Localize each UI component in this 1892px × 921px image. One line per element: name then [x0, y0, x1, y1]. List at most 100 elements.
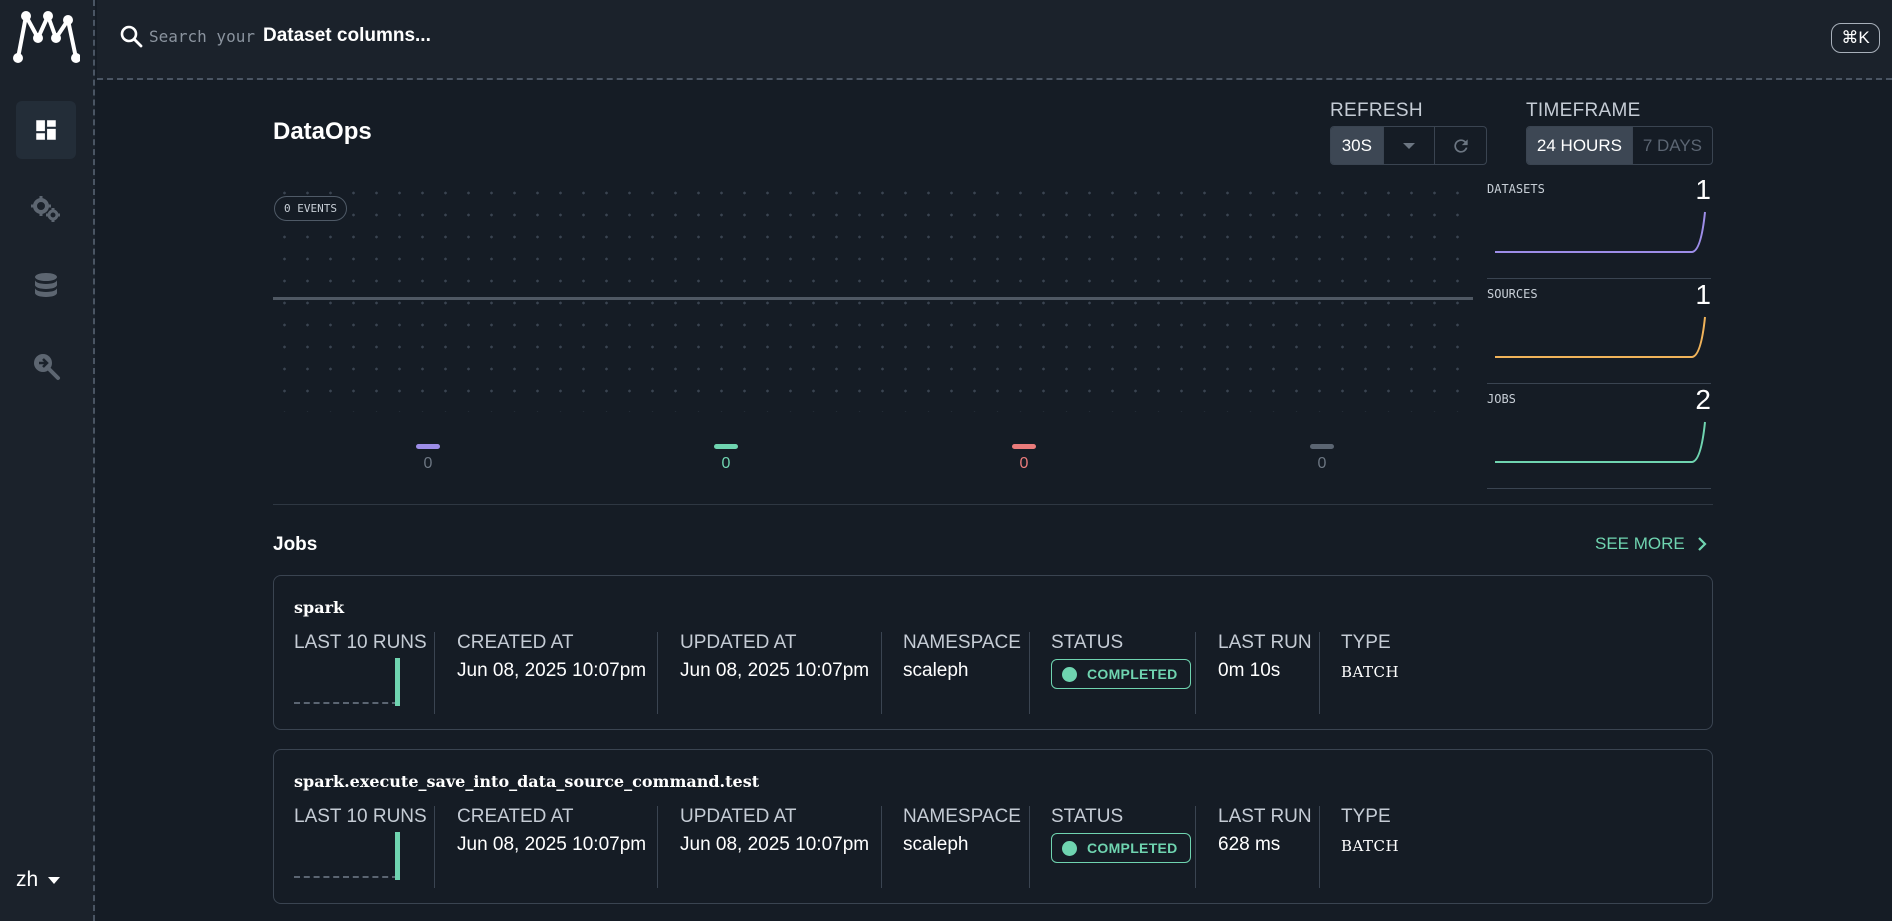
column-separator	[657, 806, 658, 888]
legend-swatch	[1310, 444, 1334, 449]
search-arrow-icon	[34, 354, 60, 380]
col-label: UPDATED AT	[680, 806, 797, 827]
column-separator	[881, 806, 882, 888]
language-selector[interactable]: zh	[16, 868, 61, 892]
see-more-label: SEE MORE	[1595, 534, 1685, 553]
stat-jobs[interactable]: JOBS 2	[1487, 384, 1711, 489]
timeframe-7-days[interactable]: 7 DAYS	[1631, 127, 1712, 164]
job-name[interactable]: spark.execute_save_into_data_source_comm…	[294, 772, 760, 791]
col-value: Jun 08, 2025 10:07pm	[457, 834, 647, 855]
status-text: COMPLETED	[1087, 840, 1178, 856]
job-namespace: NAMESPACE scaleph	[903, 632, 1021, 714]
col-value: scaleph	[903, 834, 969, 855]
legend-value: 0	[1019, 455, 1029, 472]
col-label: CREATED AT	[457, 632, 574, 653]
refresh-icon	[1453, 138, 1468, 153]
datasets-sparkline	[1495, 211, 1706, 253]
job-status: STATUS COMPLETED	[1051, 632, 1191, 714]
col-label: TYPE	[1341, 806, 1391, 827]
job-updated-at: UPDATED AT Jun 08, 2025 10:07pm	[680, 806, 869, 888]
job-namespace: NAMESPACE scaleph	[903, 806, 1021, 888]
job-created-at: CREATED AT Jun 08, 2025 10:07pm	[457, 632, 646, 714]
run-bar[interactable]	[395, 832, 400, 880]
stat-label: DATASETS	[1487, 182, 1545, 196]
legend-item: 0	[1302, 444, 1342, 473]
top-bar: Search your Dataset columns... ⌘K	[97, 0, 1892, 80]
legend-value: 0	[721, 455, 731, 472]
language-label: zh	[16, 868, 39, 891]
status-text: COMPLETED	[1087, 666, 1178, 682]
page-title: DataOps	[273, 118, 372, 145]
chevron-down-icon	[48, 876, 61, 884]
col-label: TYPE	[1341, 632, 1391, 653]
stats-panel: DATASETS 1 SOURCES 1 JOBS 2	[1487, 174, 1711, 489]
legend-swatch	[714, 444, 738, 449]
col-value: BATCH	[1341, 663, 1400, 681]
dashboard-icon	[36, 120, 56, 140]
legend-value: 0	[423, 455, 433, 472]
job-card[interactable]: spark LAST 10 RUNS CREATED AT Jun 08, 20…	[273, 575, 1713, 730]
job-last-run: LAST RUN 628 ms	[1218, 806, 1312, 888]
job-status: STATUS COMPLETED	[1051, 806, 1191, 888]
stat-value: 1	[1695, 279, 1711, 310]
col-value: 628 ms	[1218, 834, 1281, 855]
sidebar: zh	[0, 0, 95, 921]
column-separator	[1029, 632, 1030, 714]
nav-datasets[interactable]	[16, 258, 76, 316]
jobs-section-title: Jobs	[273, 534, 318, 555]
stat-datasets[interactable]: DATASETS 1	[1487, 174, 1711, 279]
legend-item: 0	[1004, 444, 1044, 473]
nav-jobs[interactable]	[16, 180, 76, 238]
stat-sources[interactable]: SOURCES 1	[1487, 279, 1711, 384]
refresh-interval-value[interactable]: 30S	[1331, 127, 1383, 164]
job-card[interactable]: spark.execute_save_into_data_source_comm…	[273, 749, 1713, 904]
events-count-chip: 0 EVENTS	[274, 196, 347, 221]
chevron-right-icon	[1697, 537, 1707, 551]
col-value: Jun 08, 2025 10:07pm	[680, 834, 870, 855]
keyboard-shortcut-badge[interactable]: ⌘K	[1831, 23, 1880, 53]
runs-baseline	[294, 702, 398, 704]
legend-value: 0	[1317, 455, 1327, 472]
section-divider	[273, 504, 1713, 505]
nav-dashboard[interactable]	[16, 101, 76, 159]
status-dot-icon	[1062, 666, 1077, 682]
col-label: LAST RUN	[1218, 806, 1312, 827]
job-name[interactable]: spark	[294, 598, 345, 617]
column-separator	[1319, 632, 1320, 714]
col-label: NAMESPACE	[903, 632, 1021, 653]
chevron-down-icon	[1402, 142, 1415, 149]
stat-value: 2	[1695, 384, 1711, 415]
main-content: DataOps REFRESH 30S TIMEFRAME 24 HOURS 7…	[97, 82, 1892, 921]
column-separator	[1319, 806, 1320, 888]
events-chart: 0 EVENTS 0 0 0 0	[273, 182, 1473, 482]
column-separator	[1029, 806, 1030, 888]
search-input[interactable]: Search your Dataset columns...	[119, 24, 431, 48]
gears-icon	[31, 196, 60, 222]
job-type: TYPE BATCH	[1341, 632, 1399, 714]
see-more-link[interactable]: SEE MORE	[1595, 534, 1707, 554]
nav-lineage-search[interactable]	[16, 337, 76, 395]
column-separator	[881, 632, 882, 714]
column-separator	[434, 632, 435, 714]
search-placeholder-emphasis: Dataset columns...	[262, 25, 431, 46]
legend-item: 0	[408, 444, 448, 473]
status-badge: COMPLETED	[1051, 659, 1191, 689]
legend-swatch	[416, 444, 440, 449]
col-label: UPDATED AT	[680, 632, 797, 653]
legend-item: 0	[706, 444, 746, 473]
job-updated-at: UPDATED AT Jun 08, 2025 10:07pm	[680, 632, 869, 714]
col-label: LAST 10 RUNS	[294, 806, 427, 827]
column-separator	[1195, 632, 1196, 714]
refresh-interval-dropdown[interactable]	[1382, 127, 1435, 164]
timeframe-24-hours[interactable]: 24 HOURS	[1527, 127, 1632, 164]
marquez-logo[interactable]	[12, 8, 80, 64]
refresh-button[interactable]	[1434, 127, 1486, 164]
run-bar[interactable]	[395, 658, 400, 706]
timeframe-label: TIMEFRAME	[1526, 100, 1641, 121]
column-separator	[657, 632, 658, 714]
refresh-label: REFRESH	[1330, 100, 1423, 121]
job-last-runs: LAST 10 RUNS	[294, 806, 427, 888]
sources-sparkline	[1495, 316, 1706, 358]
runs-sparkbar	[294, 828, 404, 880]
